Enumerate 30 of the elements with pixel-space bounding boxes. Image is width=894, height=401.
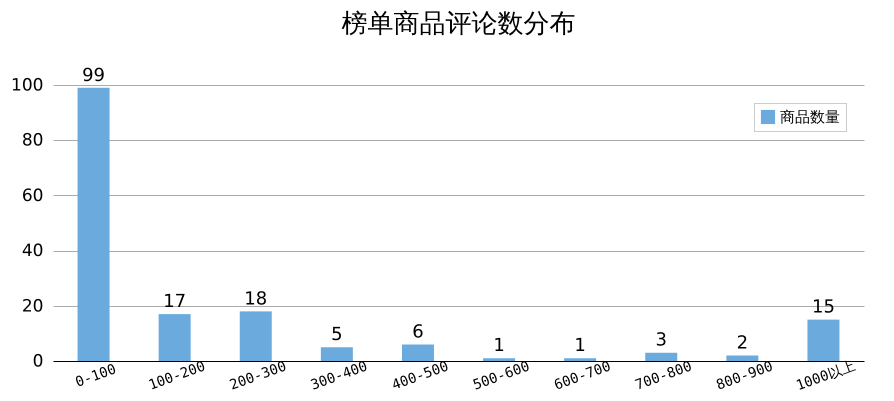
data-label: 17 [163,291,186,312]
y-tick-label: 60 [22,186,44,206]
bar [78,88,110,361]
y-tick-label: 40 [22,241,44,262]
chart-title: 榜单商品评论数分布 [342,8,576,39]
bar [320,347,353,361]
bar [564,358,596,361]
data-label: 3 [656,330,667,351]
bar [483,358,516,361]
y-tick-label: 0 [32,352,44,372]
data-label: 2 [736,332,748,354]
y-tick-label: 80 [22,130,44,151]
y-tick-label: 100 [11,76,44,96]
data-label: 15 [812,296,835,318]
data-label: 18 [244,288,268,310]
data-label: 6 [412,321,424,342]
bar [158,314,191,361]
legend-label: 商品数量 [780,108,840,126]
x-tick-label: 1000以上 [794,358,858,394]
bar [240,311,272,361]
bar [726,355,758,361]
x-tick-label: 0-100 [73,361,118,391]
bar [645,352,678,361]
y-tick-label: 20 [22,296,44,316]
bar [807,320,840,361]
data-label: 1 [493,335,505,356]
data-label: 5 [331,324,343,346]
data-label: 99 [82,64,106,86]
data-label: 1 [574,335,586,356]
bar [402,344,434,361]
